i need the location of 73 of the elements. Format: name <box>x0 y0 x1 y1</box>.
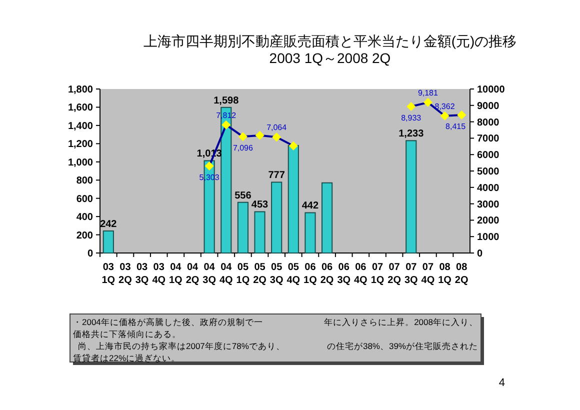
x-tick-label: 07 1Q <box>370 262 384 286</box>
data-label: 9,181 <box>418 88 439 98</box>
bar <box>304 212 316 254</box>
data-label: 8,415 <box>446 122 466 131</box>
data-label: 7,096 <box>232 144 254 153</box>
y2-tick-label: 1000 <box>477 232 500 244</box>
x-tick-label: 07 2Q <box>388 262 402 286</box>
y-tick-label: 1,600 <box>68 102 94 114</box>
x-tick-label: 05 2Q <box>253 262 267 286</box>
chart-subtitle: 2003 1Q～2008 2Q <box>269 50 391 66</box>
x-tick-label: 04 3Q <box>202 262 216 286</box>
y-tick-label: 800 <box>76 176 94 187</box>
y-tick-label: 1,200 <box>68 139 94 150</box>
x-tick-label: 05 3Q <box>270 262 284 286</box>
y2-tick-label: 4000 <box>477 182 500 194</box>
data-label: 777 <box>268 170 286 182</box>
bar <box>102 230 114 254</box>
text: の住宅が38%、39%が住宅販売された <box>326 341 478 351</box>
y-tick-label: 600 <box>76 194 94 205</box>
y-tick-label: 0 <box>87 248 94 260</box>
bar <box>254 211 266 254</box>
y2-tick-label: 9000 <box>477 100 500 112</box>
x-tick-label: 06 3Q <box>337 262 351 286</box>
text: 尚、上海市民の持ち家率は2007年度に78%であり、 <box>78 341 285 351</box>
bar <box>271 182 282 254</box>
data-label: 8,362 <box>434 102 456 111</box>
text: ・2004年に価格が高騰した後、政府の規制で一 <box>73 317 263 327</box>
x-tick-label: 03 4Q <box>152 262 166 286</box>
x-tick-label: 03 2Q <box>118 262 132 286</box>
bar <box>322 182 333 254</box>
y2-tick-label: 10000 <box>477 84 506 96</box>
x-tick-label: 07 3Q <box>404 262 418 286</box>
x-tick-label: 07 4Q <box>421 262 435 286</box>
data-label: 8,933 <box>401 114 422 122</box>
text: 価格共に下落傾向にある。 <box>73 329 181 339</box>
data-label: 1,598 <box>214 95 240 106</box>
y-tick-label: 1,400 <box>68 120 94 132</box>
data-label: 442 <box>302 200 320 212</box>
x-tick-label: 08 2Q <box>454 262 468 286</box>
x-tick-label: 06 1Q <box>304 262 318 286</box>
y-tick-label: 400 <box>76 212 94 224</box>
x-tick-label: 05 1Q <box>236 262 250 286</box>
data-label: 242 <box>100 218 118 230</box>
x-tick-label: 06 4Q <box>354 262 368 286</box>
text: 年に入りさらに上昇。2008年に入り、 <box>324 317 478 327</box>
x-tick-label: 03 3Q <box>135 262 149 286</box>
y2-tick-label: 2000 <box>477 216 500 227</box>
x-tick-label: 06 2Q <box>320 262 334 286</box>
y-tick-label: 1,000 <box>68 157 94 168</box>
y-tick-label: 200 <box>76 230 94 242</box>
data-label: 1,233 <box>398 128 424 140</box>
data-label: 453 <box>251 200 269 211</box>
y2-tick-label: 0 <box>477 248 483 260</box>
x-tick-label: 03 1Q <box>102 262 116 286</box>
y2-tick-label: 6000 <box>477 150 500 162</box>
bar <box>288 144 299 254</box>
y-tick-label: 1,800 <box>68 84 94 96</box>
y2-tick-label: 3000 <box>477 199 500 210</box>
x-tick-label: 04 4Q <box>219 262 234 286</box>
x-tick-label: 04 1Q <box>169 262 183 286</box>
bar <box>406 140 417 254</box>
y2-tick-label: 7000 <box>477 134 500 145</box>
x-tick-label: 05 4Q <box>286 262 300 286</box>
data-label: 556 <box>234 190 252 202</box>
bar <box>237 202 248 254</box>
y2-tick-label: 8000 <box>477 117 500 128</box>
y2-tick-label: 5000 <box>477 166 500 178</box>
x-tick-label: 04 2Q <box>186 262 200 286</box>
text: 賃貸者は22%に過ぎない。 <box>73 353 180 363</box>
x-tick-label: 08 1Q <box>438 262 452 286</box>
data-label: 7,064 <box>266 123 288 132</box>
text: 4 <box>498 377 505 389</box>
chart-title: 上海市四半期別不動産販売面積と平米当たり金額(元)の推移 <box>143 33 517 49</box>
